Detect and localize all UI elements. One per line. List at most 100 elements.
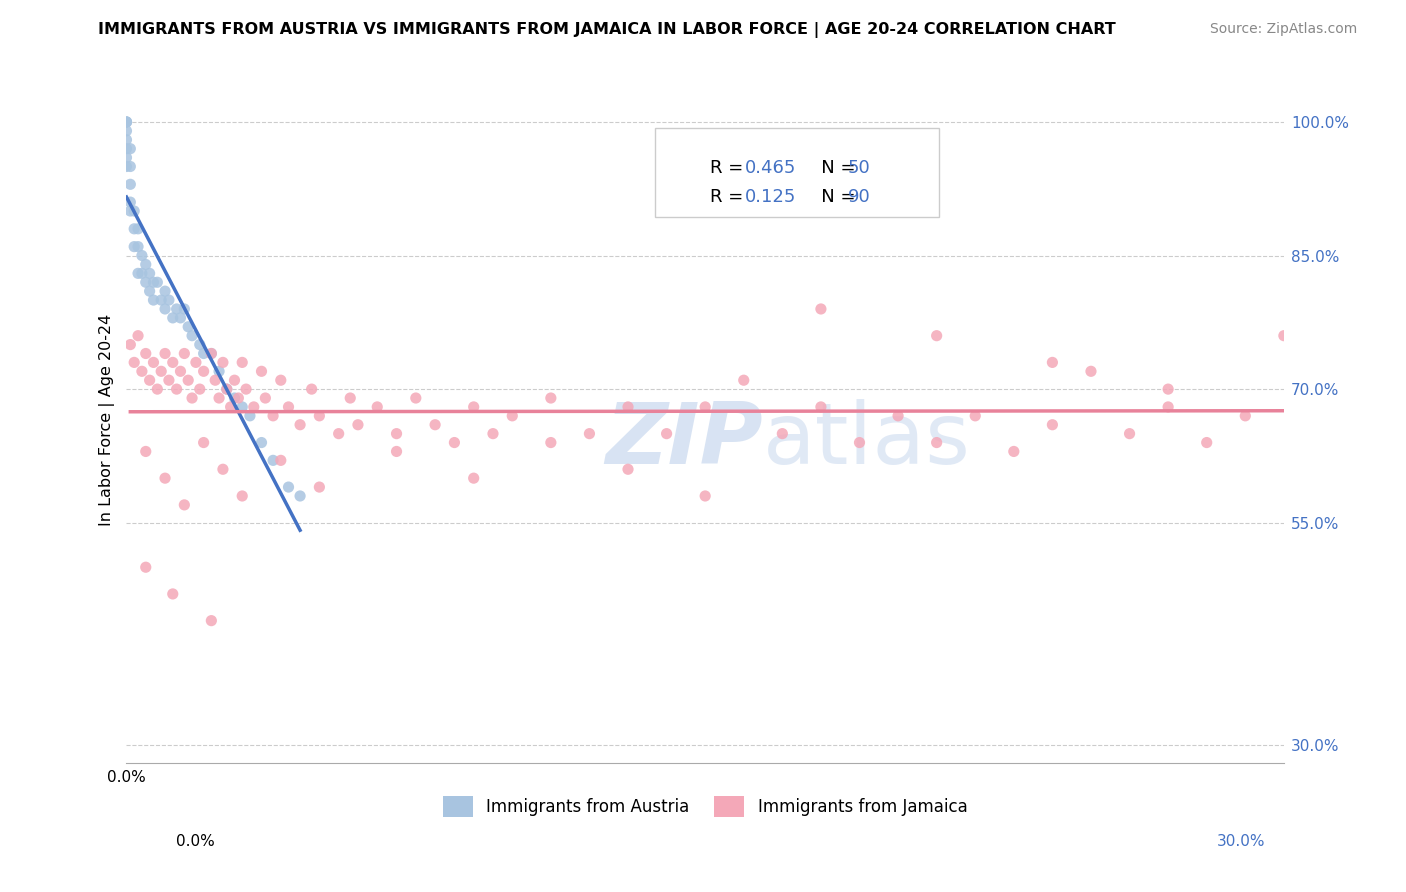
Point xyxy=(405,391,427,405)
Point xyxy=(169,364,191,378)
Point xyxy=(270,453,292,467)
Text: 0.125: 0.125 xyxy=(745,188,797,206)
Point xyxy=(262,453,284,467)
Point xyxy=(1272,328,1295,343)
Point xyxy=(120,337,142,351)
Point xyxy=(301,382,323,396)
Point xyxy=(177,373,200,387)
Point xyxy=(848,435,870,450)
Point xyxy=(695,400,717,414)
Point xyxy=(173,346,195,360)
Point xyxy=(655,426,678,441)
Point xyxy=(443,435,465,450)
Point xyxy=(366,400,388,414)
Point xyxy=(200,346,222,360)
Point xyxy=(188,337,211,351)
Point xyxy=(250,435,273,450)
Point xyxy=(204,373,226,387)
Point xyxy=(135,346,157,360)
Point xyxy=(157,373,180,387)
Point xyxy=(166,382,188,396)
Text: 0.0%: 0.0% xyxy=(176,834,215,849)
Point xyxy=(153,471,176,485)
Text: N =: N = xyxy=(804,159,862,177)
Point xyxy=(122,204,145,219)
Point xyxy=(212,462,235,476)
Text: 50: 50 xyxy=(848,159,870,177)
Point xyxy=(127,266,149,280)
Point xyxy=(215,382,238,396)
Point xyxy=(131,248,153,262)
Point xyxy=(578,426,600,441)
Point xyxy=(162,355,184,369)
Point xyxy=(173,498,195,512)
Point xyxy=(250,364,273,378)
Point xyxy=(142,293,165,307)
Point xyxy=(228,391,250,405)
Point xyxy=(122,355,145,369)
Point xyxy=(142,355,165,369)
Point xyxy=(120,204,142,219)
Point xyxy=(288,489,311,503)
Legend: Immigrants from Austria, Immigrants from Jamaica: Immigrants from Austria, Immigrants from… xyxy=(436,789,974,823)
Point xyxy=(193,435,215,450)
Point xyxy=(127,222,149,236)
Point xyxy=(120,178,142,192)
Point xyxy=(887,409,910,423)
Point xyxy=(131,266,153,280)
Point xyxy=(339,391,361,405)
Point xyxy=(328,426,350,441)
Point xyxy=(131,364,153,378)
Point xyxy=(1002,444,1025,458)
Point xyxy=(463,400,485,414)
Point xyxy=(231,355,253,369)
Point xyxy=(385,426,408,441)
Text: 90: 90 xyxy=(848,188,870,206)
Point xyxy=(181,328,204,343)
Point xyxy=(115,124,138,138)
Point xyxy=(482,426,505,441)
Point xyxy=(270,373,292,387)
Point xyxy=(733,373,755,387)
Point xyxy=(224,373,246,387)
Point xyxy=(138,373,160,387)
Point xyxy=(224,391,246,405)
Point xyxy=(925,435,948,450)
Point xyxy=(138,284,160,298)
Point xyxy=(208,364,231,378)
Point xyxy=(277,480,299,494)
Point xyxy=(208,391,231,405)
Point xyxy=(308,480,330,494)
Point xyxy=(135,275,157,289)
Point xyxy=(1234,409,1257,423)
Point xyxy=(1042,417,1064,432)
Point xyxy=(925,328,948,343)
Point xyxy=(153,284,176,298)
Point xyxy=(1195,435,1218,450)
Point xyxy=(254,391,277,405)
Point xyxy=(115,160,138,174)
Point xyxy=(540,391,562,405)
Point xyxy=(142,275,165,289)
Point xyxy=(135,444,157,458)
Point xyxy=(810,301,832,316)
Point xyxy=(965,409,987,423)
Point xyxy=(810,400,832,414)
Point xyxy=(150,293,173,307)
Point xyxy=(115,115,138,129)
Point xyxy=(288,417,311,432)
Point xyxy=(146,382,169,396)
Point xyxy=(193,364,215,378)
Point xyxy=(617,462,640,476)
Point xyxy=(162,587,184,601)
Point xyxy=(122,239,145,253)
Point xyxy=(239,409,262,423)
Point xyxy=(540,435,562,450)
Y-axis label: In Labor Force | Age 20-24: In Labor Force | Age 20-24 xyxy=(100,314,115,526)
Point xyxy=(188,382,211,396)
Point xyxy=(212,355,235,369)
Point xyxy=(150,364,173,378)
Point xyxy=(115,142,138,156)
Point xyxy=(173,301,195,316)
Text: 0.465: 0.465 xyxy=(745,159,797,177)
